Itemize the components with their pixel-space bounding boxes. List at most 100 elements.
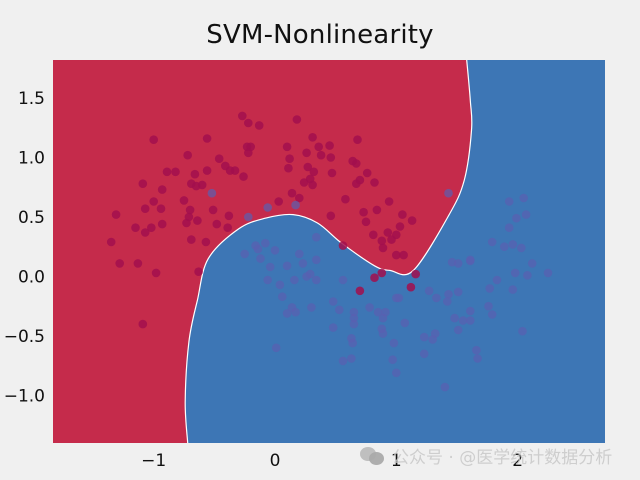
y-tick-label: −0.5 — [4, 327, 45, 347]
class-0-region — [53, 60, 472, 443]
data-point-class-0 — [239, 172, 248, 181]
data-point-class-1 — [347, 354, 356, 363]
data-points — [106, 111, 553, 392]
data-point-class-1 — [291, 200, 300, 210]
data-point-class-0 — [115, 259, 124, 268]
data-point-class-1 — [504, 197, 514, 206]
y-tick-label: −1.0 — [4, 386, 45, 406]
watermark-text: 公众号 · @医学统计数据分析 — [392, 448, 613, 468]
data-point-class-0 — [193, 216, 202, 225]
data-point-class-1 — [419, 349, 429, 359]
x-tick-label: 2 — [512, 451, 523, 471]
data-point-class-1 — [261, 238, 270, 248]
data-point-class-1 — [278, 292, 287, 302]
data-point-class-0 — [325, 141, 334, 150]
data-point-class-1 — [527, 259, 537, 268]
data-point-class-0 — [302, 148, 311, 158]
x-axis-ticks: −1 0 1 2 — [141, 451, 523, 471]
data-point-class-0 — [383, 228, 393, 237]
y-tick-label: 0.0 — [18, 267, 45, 287]
data-point-class-0 — [377, 236, 387, 246]
data-point-class-1 — [290, 275, 299, 285]
data-point-class-0 — [292, 115, 302, 124]
data-point-class-0 — [309, 167, 319, 177]
data-point-class-1 — [512, 213, 521, 223]
data-point-class-1 — [440, 382, 450, 392]
data-point-class-1 — [492, 275, 502, 285]
data-point-class-1 — [392, 368, 401, 378]
data-point-class-0 — [392, 250, 401, 260]
data-point-class-0 — [287, 188, 297, 198]
data-point-class-1 — [312, 232, 321, 242]
data-point-class-0 — [190, 169, 200, 179]
data-point-class-1 — [312, 255, 321, 265]
data-point-class-0 — [308, 180, 317, 190]
data-point-class-1 — [517, 243, 526, 253]
data-point-class-1 — [282, 309, 292, 318]
data-point-class-1 — [307, 303, 316, 312]
data-point-class-0 — [149, 197, 158, 206]
data-point-class-0 — [314, 142, 324, 152]
data-point-class-0 — [395, 222, 405, 231]
data-point-class-0 — [274, 197, 284, 206]
data-point-class-0 — [362, 168, 372, 178]
data-point-class-1 — [487, 310, 497, 319]
x-tick-label: 1 — [391, 451, 402, 471]
decision-regions — [53, 59, 605, 444]
data-point-class-1 — [338, 356, 348, 366]
data-point-class-1 — [484, 301, 493, 311]
data-point-class-1 — [466, 306, 475, 316]
data-point-class-1 — [444, 290, 453, 299]
data-point-class-1 — [487, 237, 497, 247]
data-point-class-0 — [299, 178, 309, 187]
data-point-class-1 — [518, 326, 527, 336]
data-point-class-1 — [365, 303, 374, 312]
data-point-class-1 — [508, 285, 518, 294]
data-point-class-0 — [303, 162, 313, 172]
data-point-class-0 — [352, 159, 361, 168]
data-point-class-1 — [207, 188, 217, 198]
data-point-class-1 — [400, 318, 410, 328]
data-point-class-0 — [326, 153, 336, 162]
data-point-class-0 — [138, 319, 148, 329]
data-point-class-0 — [361, 217, 371, 227]
data-point-class-1 — [335, 305, 344, 315]
data-point-class-0 — [182, 218, 191, 228]
data-point-class-1 — [295, 249, 304, 259]
data-point-class-0 — [244, 148, 253, 158]
y-axis-ticks: 1.5 1.0 0.5 0.0 −0.5 −1.0 — [4, 89, 45, 406]
data-point-class-1 — [458, 316, 468, 325]
data-point-class-1 — [453, 259, 463, 268]
data-point-class-0 — [197, 180, 207, 190]
data-point-class-0 — [202, 166, 212, 175]
data-point-class-0 — [140, 204, 150, 213]
data-point-class-1 — [394, 293, 404, 303]
data-point-class-1 — [519, 193, 528, 203]
data-point-class-1 — [453, 287, 463, 297]
data-point-class-0 — [185, 205, 195, 215]
data-point-class-0 — [149, 135, 158, 144]
data-point-class-1 — [275, 280, 285, 290]
data-point-class-0 — [156, 204, 166, 213]
data-point-class-0 — [238, 111, 247, 121]
data-point-class-1 — [389, 338, 399, 348]
data-point-class-1 — [432, 293, 441, 303]
data-point-class-1 — [265, 262, 275, 272]
data-point-class-1 — [291, 307, 300, 317]
data-point-class-1 — [419, 332, 429, 342]
data-point-class-1 — [473, 354, 482, 363]
data-point-class-0 — [326, 211, 336, 221]
data-point-class-0 — [327, 168, 337, 178]
data-point-class-0 — [157, 219, 167, 229]
data-point-class-0 — [106, 237, 116, 247]
data-point-class-0 — [399, 250, 408, 260]
y-tick-label: 1.5 — [18, 89, 45, 109]
data-point-class-1 — [508, 240, 518, 249]
data-point-class-0 — [355, 286, 365, 296]
data-point-class-1 — [388, 355, 398, 365]
data-point-class-1 — [453, 325, 463, 335]
data-point-class-0 — [370, 273, 379, 283]
data-point-class-0 — [201, 237, 211, 247]
data-point-class-1 — [424, 286, 434, 296]
